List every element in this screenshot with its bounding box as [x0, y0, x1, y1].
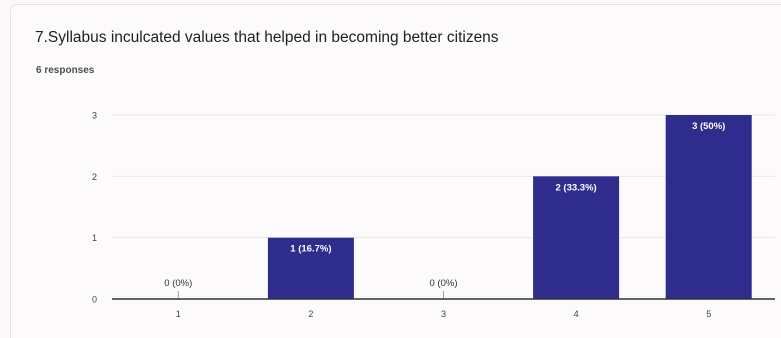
- x-tick-label: 5: [706, 309, 711, 319]
- x-tick-label: 3: [441, 309, 446, 319]
- y-tick-label: 0: [92, 295, 97, 305]
- y-tick-label: 3: [92, 111, 97, 121]
- question-card: 7.Syllabus inculcated values that helped…: [10, 4, 781, 338]
- bar: [533, 176, 620, 299]
- bar-data-label: 3 (50%): [692, 121, 725, 132]
- x-tick-label: 2: [308, 309, 313, 319]
- bar-data-label: 2 (33.3%): [556, 182, 597, 193]
- bar-data-label: 1 (16.7%): [290, 244, 331, 255]
- bar-data-label: 0 (0%): [164, 278, 192, 289]
- y-tick-label: 2: [92, 172, 97, 182]
- bar: [665, 115, 752, 299]
- x-tick-label: 4: [574, 309, 579, 319]
- bar: [267, 237, 354, 299]
- bar-data-label: 0 (0%): [430, 278, 458, 289]
- x-tick-label: 1: [176, 309, 181, 319]
- response-count: 6 responses: [36, 65, 95, 76]
- y-tick-label: 1: [92, 233, 97, 243]
- question-title: 7.Syllabus inculcated values that helped…: [35, 29, 499, 46]
